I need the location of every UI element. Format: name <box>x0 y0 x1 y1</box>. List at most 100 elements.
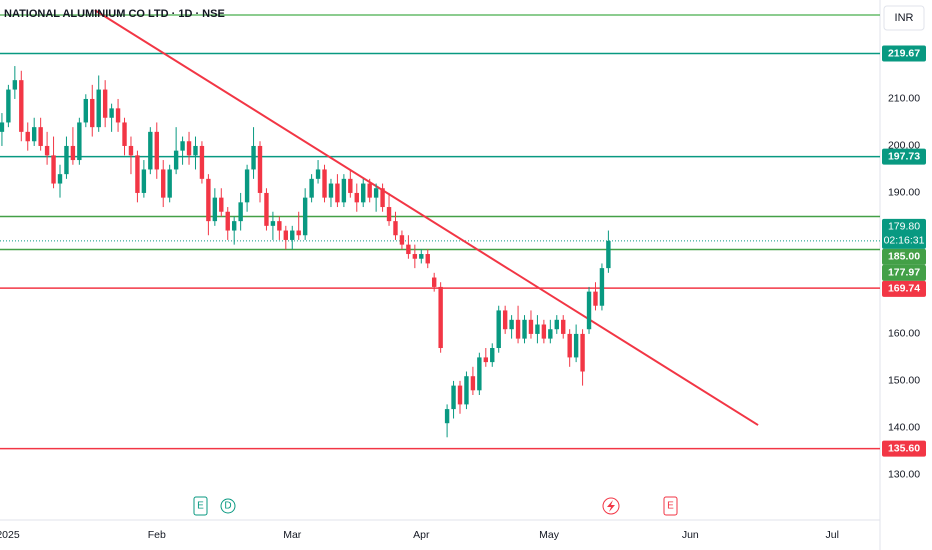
level-label-box <box>882 148 926 165</box>
candle-body <box>483 357 489 363</box>
candle-body <box>373 188 379 198</box>
candle-body <box>141 169 147 193</box>
x-tick-label: 2025 <box>0 529 20 541</box>
candle-body <box>554 319 559 330</box>
candle-body <box>361 183 366 203</box>
candle-body <box>328 183 334 198</box>
chart-title: NATIONAL ALUMINIUM CO LTD · 1D · NSE <box>4 8 225 20</box>
candle-body <box>302 197 308 236</box>
currency-box[interactable] <box>883 5 925 31</box>
candle-body <box>496 310 501 349</box>
candle-body <box>380 188 385 208</box>
candle-body <box>393 221 398 236</box>
level-label: 185.00 <box>888 251 920 263</box>
candle-body <box>31 127 37 142</box>
candle-body <box>96 89 101 128</box>
event-badge[interactable] <box>663 496 678 516</box>
candle-body <box>470 376 476 391</box>
level-label-box <box>882 440 926 457</box>
candle-body <box>12 80 18 90</box>
candle-body <box>593 291 598 306</box>
last-price-box <box>882 218 926 249</box>
x-tick-label: Jun <box>682 529 699 541</box>
candle-body <box>244 169 250 203</box>
candle-body <box>406 244 411 255</box>
candle-body <box>186 141 192 156</box>
candle-body <box>64 145 69 175</box>
candle-body <box>477 357 482 391</box>
events: E D E <box>193 496 678 516</box>
candle-body <box>115 108 121 123</box>
y-tick-label: 210.00 <box>888 93 920 105</box>
candle-body <box>541 324 547 339</box>
candle-body <box>599 268 605 306</box>
x-tick-label: May <box>539 529 560 541</box>
candle-body <box>38 127 43 146</box>
candle-body <box>251 145 256 170</box>
candle-body <box>154 131 159 170</box>
candle-body <box>515 319 521 339</box>
candle-body <box>277 221 282 231</box>
event-label: E <box>667 501 674 512</box>
candle-body <box>606 240 611 269</box>
candle-body <box>528 319 534 334</box>
candle-body <box>580 333 585 372</box>
candle-body <box>412 254 418 259</box>
candle-body <box>354 192 359 203</box>
candle-body <box>586 291 592 330</box>
candle-body <box>83 98 89 123</box>
candle-body <box>296 230 301 236</box>
candle-body <box>283 230 289 240</box>
trendline <box>94 9 759 426</box>
candle-body <box>90 98 95 128</box>
candle-body <box>128 145 134 156</box>
candle-body <box>341 178 347 203</box>
candle-body <box>431 277 437 287</box>
x-tick-label: Jul <box>826 529 839 541</box>
candle-body <box>561 319 566 334</box>
candle-body <box>0 122 5 132</box>
candle-body <box>567 333 572 358</box>
candle-body <box>148 131 153 170</box>
candle-body <box>464 376 469 405</box>
candle-body <box>219 197 224 212</box>
candle-body <box>122 122 127 146</box>
candle-body <box>502 310 508 330</box>
x-tick-label: Mar <box>283 529 302 541</box>
candle-body <box>444 409 450 424</box>
x-tick-label: Apr <box>413 529 430 541</box>
candle-body <box>77 122 82 161</box>
candle-body <box>212 197 218 222</box>
candle-body <box>335 183 340 203</box>
candle-body <box>257 145 263 193</box>
x-tick-label: Feb <box>148 529 166 541</box>
event-label: D <box>224 501 231 512</box>
candle-body <box>19 80 24 132</box>
candle-body <box>322 169 327 198</box>
candle-body <box>44 145 50 156</box>
event-label: E <box>197 501 204 512</box>
candle-body <box>315 169 321 179</box>
candle-body <box>109 108 114 118</box>
candle-body <box>167 169 172 198</box>
level-label: 169.74 <box>888 283 920 295</box>
candle-body <box>348 178 353 193</box>
candle-body <box>386 207 392 222</box>
candle-body <box>70 145 76 161</box>
candle-body <box>173 150 179 170</box>
y-tick-label: 130.00 <box>888 469 920 481</box>
candle-body <box>290 230 295 240</box>
candle-body <box>425 254 430 264</box>
candle-body <box>490 348 495 363</box>
candle-body <box>199 145 205 179</box>
event-badge[interactable] <box>220 498 236 514</box>
y-tick-label: 160.00 <box>888 328 920 340</box>
candle-body <box>180 141 185 151</box>
currency: INR <box>895 12 914 24</box>
event-badge[interactable] <box>193 496 208 516</box>
countdown: 02:16:31 <box>884 235 925 247</box>
candle-body <box>25 131 30 142</box>
candle-body <box>161 169 166 198</box>
level-label: 177.97 <box>888 267 920 279</box>
